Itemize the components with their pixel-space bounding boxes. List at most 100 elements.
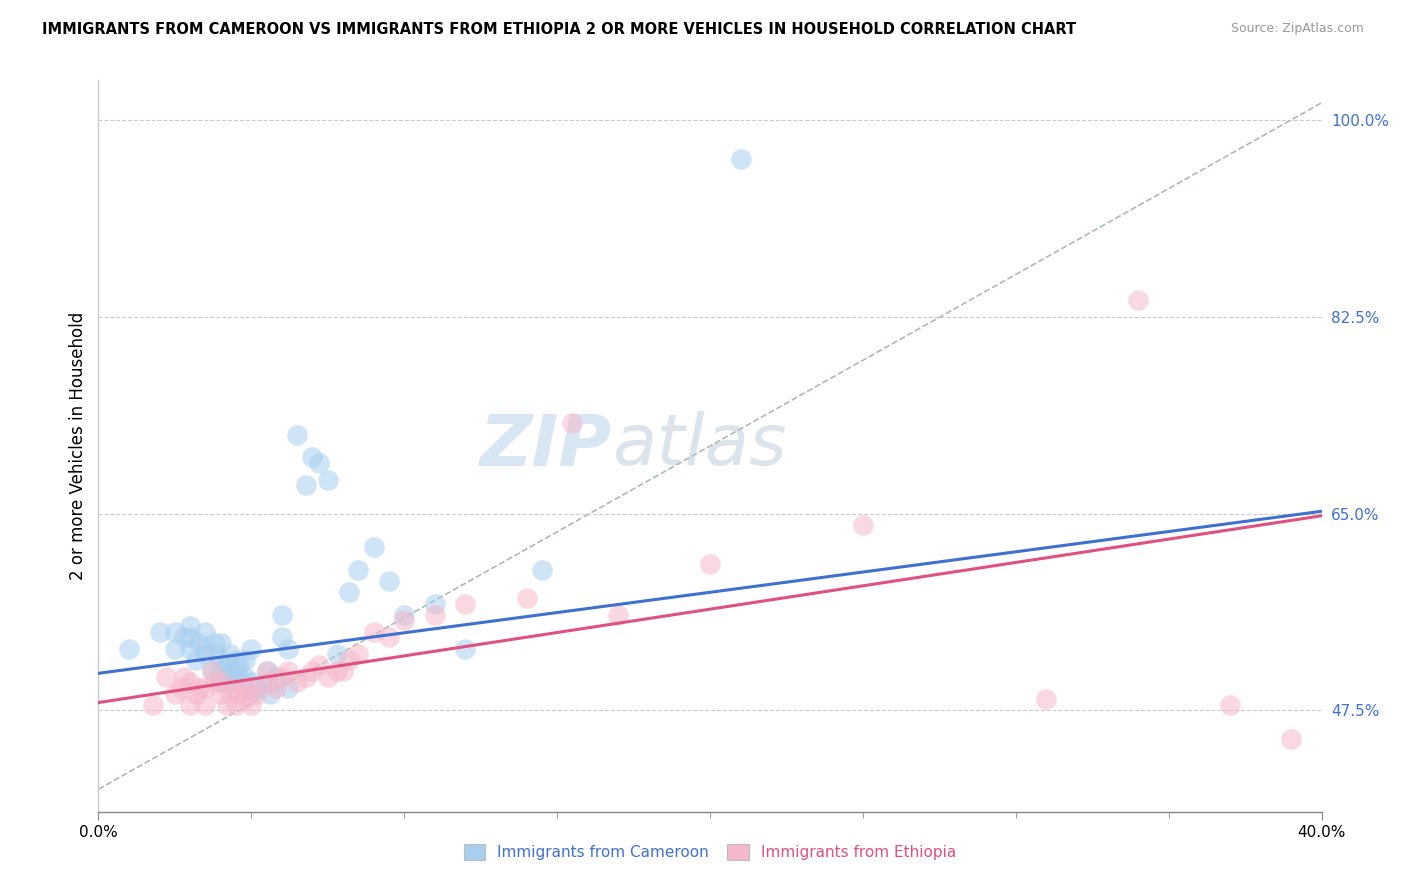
Point	[326, 647, 349, 661]
Point	[209, 687, 232, 701]
Point	[270, 607, 292, 622]
Point	[378, 574, 401, 588]
Point	[285, 427, 308, 442]
Point	[179, 698, 201, 712]
Text: IMMIGRANTS FROM CAMEROON VS IMMIGRANTS FROM ETHIOPIA 2 OR MORE VEHICLES IN HOUSE: IMMIGRANTS FROM CAMEROON VS IMMIGRANTS F…	[42, 22, 1077, 37]
Text: atlas: atlas	[612, 411, 787, 481]
Point	[337, 653, 360, 667]
Point	[194, 647, 217, 661]
Point	[204, 647, 226, 661]
Point	[1219, 698, 1241, 712]
Legend: Immigrants from Cameroon, Immigrants from Ethiopia: Immigrants from Cameroon, Immigrants fro…	[457, 838, 963, 866]
Point	[204, 636, 226, 650]
Point	[222, 675, 245, 690]
Point	[423, 597, 446, 611]
Point	[173, 630, 195, 644]
Point	[295, 478, 318, 492]
Point	[188, 636, 211, 650]
Point	[277, 664, 299, 678]
Text: Source: ZipAtlas.com: Source: ZipAtlas.com	[1230, 22, 1364, 36]
Point	[852, 517, 875, 532]
Point	[308, 658, 330, 673]
Point	[246, 681, 269, 695]
Point	[699, 557, 721, 571]
Point	[233, 653, 256, 667]
Point	[392, 614, 416, 628]
Point	[347, 563, 370, 577]
Point	[308, 456, 330, 470]
Point	[295, 670, 318, 684]
Point	[363, 624, 385, 639]
Point	[259, 687, 281, 701]
Point	[179, 641, 201, 656]
Point	[285, 675, 308, 690]
Point	[209, 636, 232, 650]
Point	[219, 664, 242, 678]
Point	[215, 670, 238, 684]
Point	[188, 681, 211, 695]
Point	[219, 647, 242, 661]
Point	[454, 641, 477, 656]
Point	[155, 670, 177, 684]
Point	[378, 630, 401, 644]
Point	[149, 624, 172, 639]
Point	[240, 698, 263, 712]
Point	[454, 597, 477, 611]
Y-axis label: 2 or more Vehicles in Household: 2 or more Vehicles in Household	[69, 312, 87, 580]
Point	[332, 664, 354, 678]
Point	[233, 692, 256, 706]
Point	[256, 675, 278, 690]
Point	[256, 664, 278, 678]
Point	[240, 641, 263, 656]
Point	[194, 698, 217, 712]
Point	[179, 675, 201, 690]
Point	[219, 687, 242, 701]
Point	[363, 541, 385, 555]
Point	[316, 670, 339, 684]
Point	[118, 641, 141, 656]
Point	[1128, 293, 1150, 307]
Point	[225, 653, 247, 667]
Point	[264, 670, 287, 684]
Point	[337, 585, 360, 599]
Point	[256, 675, 278, 690]
Point	[730, 152, 752, 166]
Point	[163, 687, 186, 701]
Point	[200, 664, 222, 678]
Point	[240, 675, 263, 690]
Point	[186, 653, 208, 667]
Point	[256, 664, 278, 678]
Point	[264, 681, 287, 695]
Point	[194, 624, 217, 639]
Point	[204, 675, 226, 690]
Point	[240, 681, 263, 695]
Point	[228, 658, 250, 673]
Point	[228, 687, 250, 701]
Point	[347, 647, 370, 661]
Point	[326, 664, 349, 678]
Point	[194, 641, 217, 656]
Point	[209, 675, 232, 690]
Point	[301, 664, 323, 678]
Point	[561, 417, 583, 431]
Point	[233, 681, 256, 695]
Point	[215, 698, 238, 712]
Point	[215, 658, 238, 673]
Point	[270, 630, 292, 644]
Point	[225, 664, 247, 678]
Text: ZIP: ZIP	[479, 411, 612, 481]
Point	[1035, 692, 1057, 706]
Point	[277, 681, 299, 695]
Point	[142, 698, 165, 712]
Point	[200, 664, 222, 678]
Point	[516, 591, 538, 605]
Point	[240, 687, 263, 701]
Point	[228, 670, 250, 684]
Point	[301, 450, 323, 465]
Point	[179, 630, 201, 644]
Point	[607, 607, 630, 622]
Point	[186, 687, 208, 701]
Point	[392, 607, 416, 622]
Point	[270, 670, 292, 684]
Point	[233, 670, 256, 684]
